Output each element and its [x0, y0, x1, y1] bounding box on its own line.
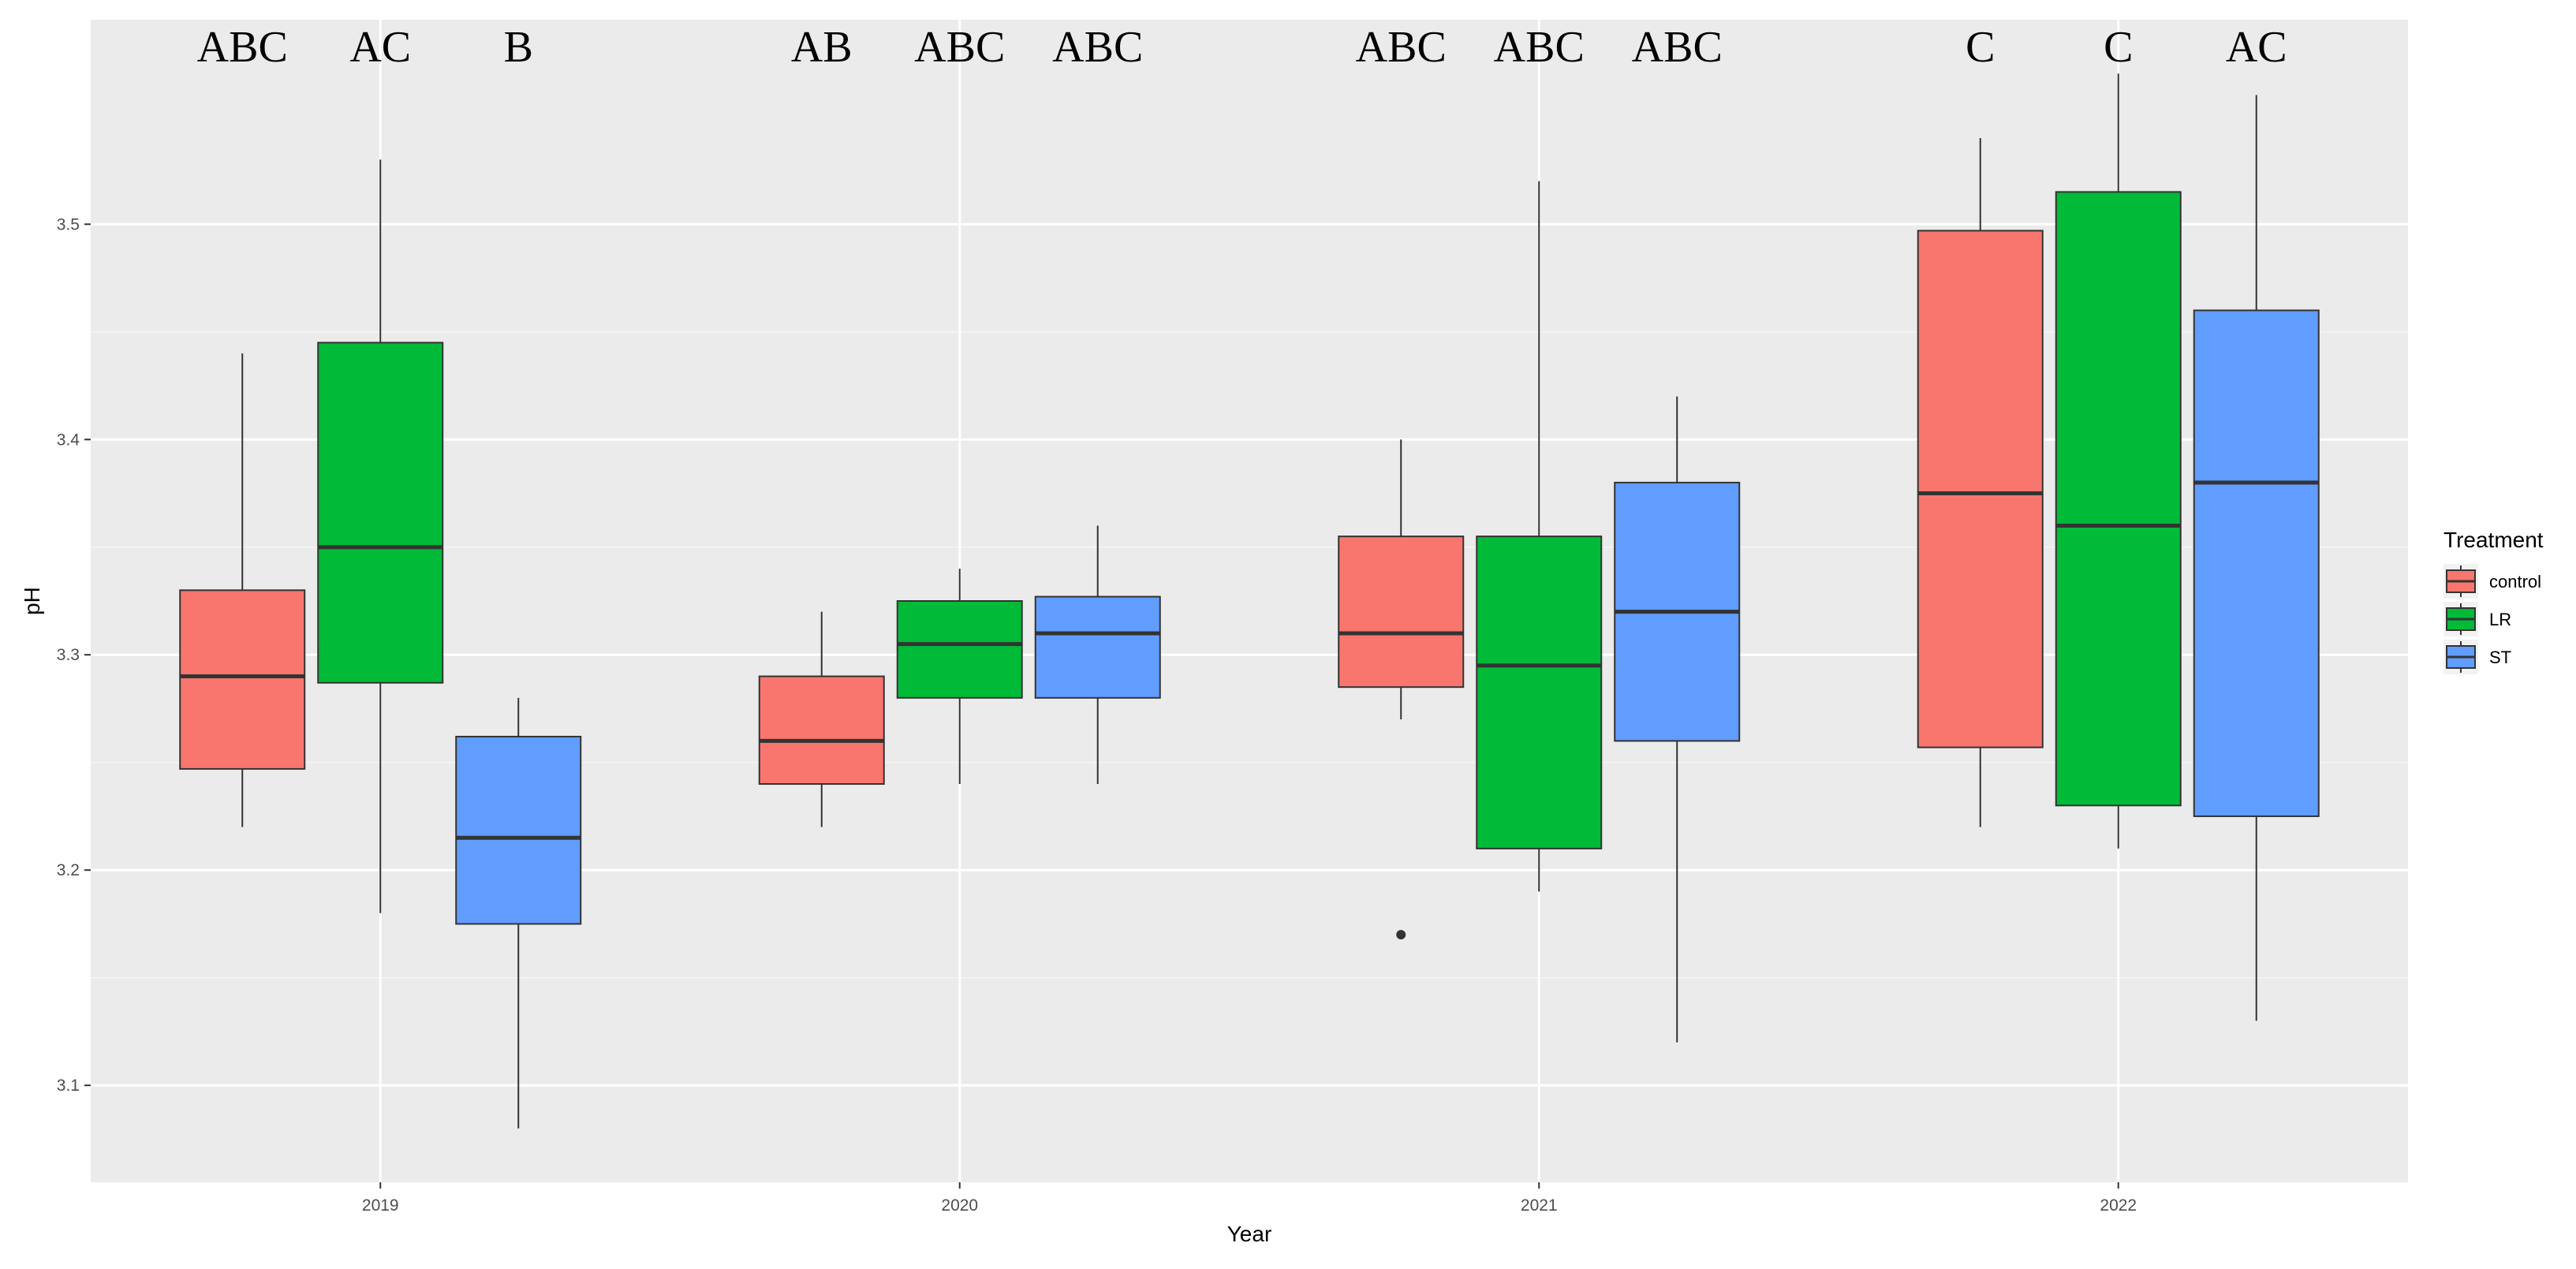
- significance-letter: AB: [791, 23, 853, 72]
- outlier-point: [1396, 930, 1406, 940]
- box-control-2019: [179, 589, 306, 770]
- y-axis-title: pH: [20, 587, 44, 615]
- y-tick-label: 3.1: [57, 1077, 80, 1095]
- box-ST-2022: [2193, 309, 2320, 817]
- x-tick-label: 2019: [362, 1196, 399, 1215]
- significance-letter: AC: [349, 23, 411, 72]
- significance-letter: ABC: [197, 23, 288, 72]
- y-tick-label: 3.4: [57, 431, 80, 449]
- significance-letter: B: [504, 23, 533, 72]
- x-tick-label: 2021: [1521, 1196, 1558, 1215]
- boxes-layer: [179, 73, 2320, 1129]
- x-tick-label: 2020: [941, 1196, 978, 1215]
- x-axis-title: Year: [1227, 1222, 1272, 1246]
- y-axis: 3.1 3.2 3.3 3.4 3.5: [57, 215, 91, 1095]
- legend-label-ST: ST: [2489, 648, 2511, 667]
- y-tick-label: 3.5: [57, 215, 80, 233]
- box-ST-2020: [1034, 595, 1161, 699]
- box-ST-2019: [455, 735, 582, 925]
- box-LR-2020: [896, 600, 1023, 699]
- y-tick-label: 3.2: [57, 861, 80, 879]
- legend-title: Treatment: [2443, 528, 2544, 552]
- significance-letters: ABC AC B AB ABC ABC ABC ABC ABC C C AC: [197, 23, 2287, 72]
- box-control-2021: [1338, 536, 1465, 689]
- box-control-2020: [758, 675, 885, 786]
- legend-label-control: control: [2489, 572, 2541, 592]
- box-LR-2022: [2055, 191, 2182, 807]
- box-control-2022: [1917, 230, 2044, 748]
- significance-letter: C: [1966, 23, 1995, 72]
- significance-letter: C: [2104, 23, 2133, 72]
- significance-letter: AC: [2226, 23, 2287, 72]
- significance-letter: ABC: [1356, 23, 1447, 72]
- legend-label-LR: LR: [2489, 610, 2511, 629]
- box-LR-2021: [1476, 536, 1603, 849]
- x-axis: 2019 2020 2021 2022: [362, 1182, 2137, 1215]
- box-LR-2019: [317, 342, 444, 684]
- y-tick-label: 3.3: [57, 646, 80, 664]
- legend: Treatment control LR ST: [2443, 528, 2544, 674]
- significance-letter: ABC: [1494, 23, 1585, 72]
- significance-letter: ABC: [1632, 23, 1723, 72]
- significance-letter: ABC: [1052, 23, 1143, 72]
- significance-letter: ABC: [914, 23, 1005, 72]
- x-tick-label: 2022: [2100, 1196, 2137, 1215]
